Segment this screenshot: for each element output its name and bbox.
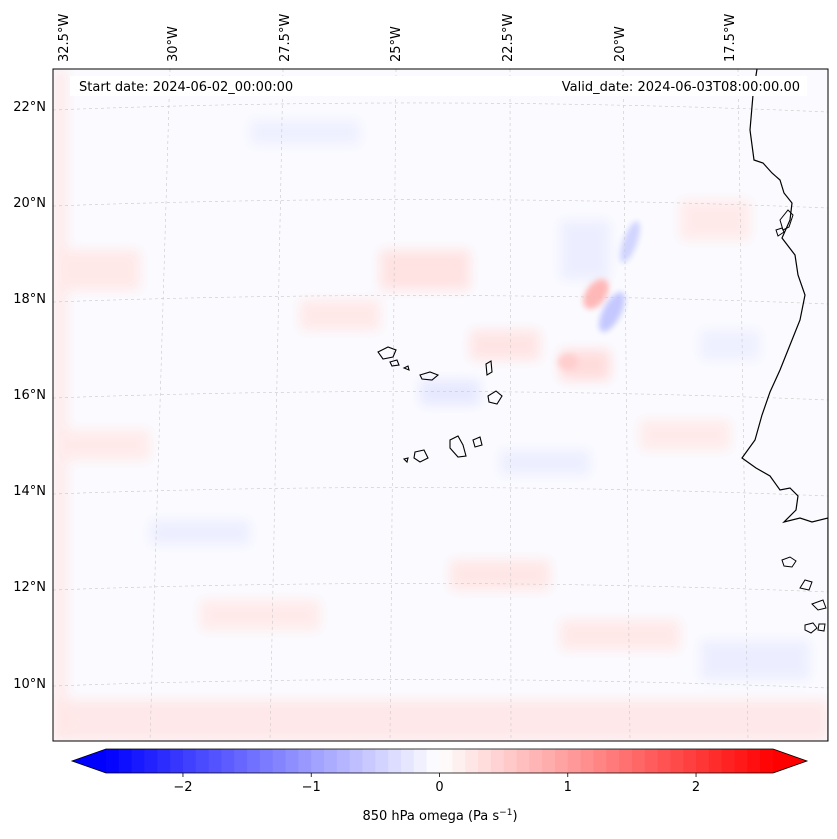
colorbar-step [426, 749, 441, 773]
colorbar-step [593, 749, 607, 773]
colorbar-step [221, 749, 235, 773]
start-date-label: Start date: 2024-06-02_00:00:00 [79, 80, 293, 95]
colorbar-step [195, 749, 210, 773]
colorbar-step [182, 749, 197, 773]
colorbar-step [247, 749, 261, 773]
colorbar-step [452, 749, 466, 773]
lon-label: 27.5°W [278, 14, 293, 62]
colorbar-step [721, 749, 736, 773]
colorbar-step [208, 749, 223, 773]
valid-date-label: Valid_date: 2024-06-03T08:00:00.00 [562, 80, 800, 95]
colorbar-step [696, 749, 710, 773]
colorbar-step [554, 749, 569, 773]
graticule [53, 69, 828, 741]
colorbar-step [375, 749, 389, 773]
colorbar-tick-label: 2 [692, 780, 700, 795]
lat-label: 12°N [13, 580, 46, 595]
colorbar-step [131, 749, 146, 773]
colorbar-extend-max [773, 749, 807, 773]
lon-label: 32.5°W [57, 14, 72, 62]
colorbar-step [336, 749, 351, 773]
colorbar-tick-label: 1 [564, 780, 572, 795]
colorbar-step [670, 749, 684, 773]
colorbar: −2 −1 0 1 2 850 hPa omega (Pa s−1) [70, 748, 809, 824]
colorbar-step [413, 749, 428, 773]
colorbar-step [349, 749, 364, 773]
lon-label: 30°W [166, 26, 181, 62]
colorbar-step [644, 749, 659, 773]
lon-label: 20°W [613, 26, 628, 62]
colorbar-step [298, 749, 312, 773]
colorbar-step [683, 749, 697, 773]
lon-label: 22.5°W [501, 14, 516, 62]
colorbar-step [311, 749, 325, 773]
colorbar-step [490, 749, 505, 773]
lat-label: 22°N [13, 100, 46, 115]
colorbar-step [631, 749, 646, 773]
lon-label: 17.5°W [723, 14, 738, 62]
colorbar-step [144, 749, 158, 773]
colorbar-step [401, 749, 415, 773]
colorbar-step [259, 749, 274, 773]
omega-field [53, 69, 828, 741]
colorbar-step [516, 749, 530, 773]
colorbar-step [170, 749, 184, 773]
latitude-labels: 22°N 20°N 18°N 16°N 14°N 12°N 10°N [13, 100, 46, 692]
colorbar-step [106, 749, 120, 773]
colorbar-step [503, 749, 518, 773]
africa-coastline [741, 69, 828, 741]
colorbar-step [465, 749, 479, 773]
colorbar-step [157, 749, 171, 773]
lat-label: 20°N [13, 196, 46, 211]
lat-label: 14°N [13, 484, 46, 499]
longitude-labels: 32.5°W 30°W 27.5°W 25°W 22.5°W 20°W 17.5… [57, 14, 738, 62]
colorbar-step [606, 749, 620, 773]
colorbar-label: 850 hPa omega (Pa s−1) [362, 808, 517, 824]
colorbar-outline [70, 748, 809, 774]
lon-label: 25°W [389, 26, 404, 62]
colorbar-step [619, 749, 633, 773]
colorbar-step [734, 749, 748, 773]
colorbar-tick-label: −1 [302, 780, 321, 795]
bijagos-islands [781, 556, 827, 634]
banc-arguin-coast [775, 209, 794, 237]
colorbar-tick-label: −2 [173, 780, 192, 795]
annotation-banner [70, 76, 807, 96]
colorbar-step [747, 749, 761, 773]
colorbar-step [657, 749, 671, 773]
colorbar-step [708, 749, 723, 773]
map-panel [53, 69, 828, 741]
colorbar-step [285, 749, 300, 773]
colorbar-steps [106, 749, 774, 773]
colorbar-step [234, 749, 248, 773]
omega-feature [558, 221, 640, 370]
colorbar-step [542, 749, 556, 773]
colorbar-step [760, 749, 774, 773]
colorbar-step [362, 749, 376, 773]
map-frame [52, 68, 829, 742]
colorbar-step [529, 749, 543, 773]
colorbar-step [567, 749, 582, 773]
colorbar-step [324, 749, 338, 773]
colorbar-step [118, 749, 133, 773]
colorbar-step [272, 749, 287, 773]
colorbar-tick-label: 0 [435, 780, 443, 795]
colorbar-ticks: −2 −1 0 1 2 [173, 773, 700, 795]
lat-label: 16°N [13, 388, 46, 403]
colorbar-step [580, 749, 595, 773]
lat-label: 10°N [13, 677, 46, 692]
cape-verde-islands [377, 346, 503, 464]
colorbar-extend-min [72, 749, 106, 773]
colorbar-step [439, 749, 453, 773]
lat-label: 18°N [13, 292, 46, 307]
colorbar-step [477, 749, 492, 773]
colorbar-step [388, 749, 402, 773]
